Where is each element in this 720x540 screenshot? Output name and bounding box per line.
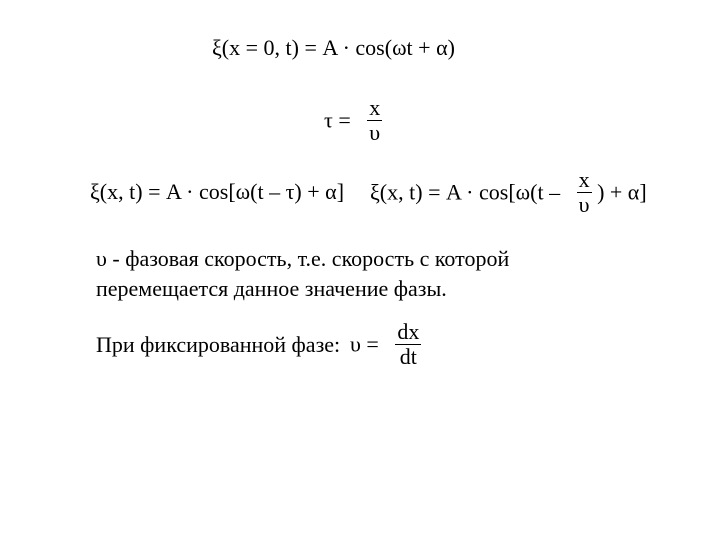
eq4-lhs: ξ(x, t) bbox=[370, 180, 423, 205]
eq3-rhs-post: ] bbox=[337, 179, 344, 204]
eq1-lhs: ξ(x = 0, t) bbox=[212, 35, 299, 60]
eq4-den: υ bbox=[577, 193, 592, 217]
equation-tau: τ = x υ bbox=[324, 96, 382, 145]
eq3-lhs: ξ(x, t) bbox=[90, 179, 143, 204]
fixed-phase-line: При фиксированной фазе: bbox=[96, 332, 340, 357]
eq-v-lhs: υ = bbox=[350, 332, 379, 357]
eq3-rhs-pre: A · cos[ bbox=[166, 179, 236, 204]
eq1-rhs-post: ) bbox=[448, 35, 455, 60]
eq-equals-3: = bbox=[148, 179, 166, 204]
eq-tau-lhs: τ = bbox=[324, 108, 351, 133]
phase-velocity-text: υ - фазовая скорость, т.е. скорость с ко… bbox=[96, 244, 656, 303]
equation-velocity: υ = dx dt bbox=[350, 320, 421, 369]
eq-tau-frac: x υ bbox=[367, 96, 382, 145]
equation-xi-tau: ξ(x, t) = A · cos[ω(t – τ) + α] bbox=[90, 180, 344, 204]
slide-canvas: ξ(x = 0, t) = A · cos(ωt + α) τ = x υ ξ(… bbox=[0, 0, 720, 540]
eq-tau-den: υ bbox=[367, 121, 382, 145]
eq1-rhs-inner: ωt + α bbox=[392, 35, 448, 60]
eq4-num: x bbox=[577, 168, 592, 193]
eq4-rhs-post: ) + α] bbox=[597, 180, 647, 205]
eq-tau-num: x bbox=[367, 96, 382, 121]
equation-xi-origin: ξ(x = 0, t) = A · cos(ωt + α) bbox=[212, 36, 455, 60]
eq-equals-4: = bbox=[428, 180, 446, 205]
phase-velocity-line2: перемещается данное значение фазы. bbox=[96, 276, 447, 301]
eq3-rhs-inner: ω(t – τ) + α bbox=[236, 179, 337, 204]
eq-v-num: dx bbox=[395, 320, 421, 345]
eq1-rhs-pre: A · cos( bbox=[322, 35, 392, 60]
fixed-phase-text: При фиксированной фазе: bbox=[96, 330, 340, 360]
eq-v-den: dt bbox=[395, 345, 421, 369]
eq-v-frac: dx dt bbox=[395, 320, 421, 369]
phase-velocity-line1: υ - фазовая скорость, т.е. скорость с ко… bbox=[96, 246, 509, 271]
eq4-frac: x υ bbox=[577, 168, 592, 217]
eq-equals: = bbox=[304, 35, 322, 60]
equation-xi-xv: ξ(x, t) = A · cos[ω(t – x υ ) + α] bbox=[370, 168, 647, 217]
eq4-rhs-pre: A · cos[ω(t – bbox=[446, 180, 560, 205]
